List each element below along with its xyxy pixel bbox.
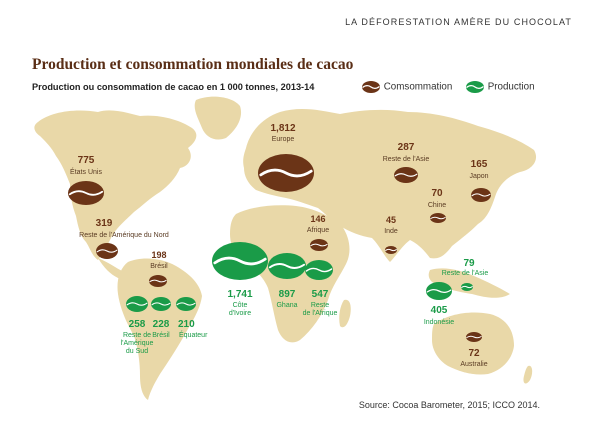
- name-reste-asie-prod: Reste de l'Asie: [442, 270, 489, 277]
- bean-brown-icon: [362, 81, 380, 93]
- name-chine: Chine: [428, 202, 446, 209]
- name-reste-asie-cons: Reste de l'Asie: [383, 156, 430, 163]
- source: Source: Cocoa Barometer, 2015; ICCO 2014…: [358, 400, 540, 410]
- value-indonesie: 405: [431, 305, 448, 316]
- name-indonesie: Indonésie: [424, 319, 454, 326]
- value-australie: 72: [468, 348, 480, 359]
- value-cote-ivoire: 1,741: [227, 289, 252, 300]
- value-reste-afrique: 547: [312, 289, 329, 300]
- value-reste-amerique-nord: 319: [96, 218, 113, 229]
- value-bresil-cons: 198: [151, 250, 166, 260]
- name-reste-amerique-sud: Reste de l'Amérique du Sud: [121, 332, 154, 355]
- land-north-america: [34, 110, 197, 261]
- legend-consumption: Comsommation: [361, 80, 452, 94]
- value-bresil-prod: 228: [153, 319, 170, 330]
- legend-production: Production: [465, 80, 535, 94]
- bean-reste-afrique: [305, 260, 333, 280]
- header: LA DÉFORESTATION AMÈRE DU CHOCOLAT: [345, 17, 572, 27]
- bean-cote-ivoire: [212, 242, 268, 280]
- value-ghana: 897: [279, 289, 296, 300]
- title: Production et consommation mondiales de …: [32, 56, 354, 73]
- name-ghana: Ghana: [276, 302, 297, 309]
- name-equateur: Équateur: [179, 330, 208, 339]
- name-japon: Japon: [469, 173, 488, 180]
- bean-bresil-prod: [151, 297, 171, 311]
- value-reste-amerique-sud: 258: [129, 319, 146, 330]
- bean-japon: [471, 188, 491, 202]
- beans-layer: [68, 154, 491, 342]
- land-madagascar: [339, 299, 351, 328]
- bean-chine: [430, 213, 446, 223]
- land-australia: [432, 312, 514, 375]
- bean-indonesie: [426, 282, 452, 300]
- value-reste-asie-cons: 287: [398, 142, 415, 153]
- bean-green-icon: [466, 81, 484, 93]
- bean-etats-unis: [68, 181, 104, 205]
- name-europe: Europe: [272, 136, 295, 143]
- name-reste-amerique-nord: Reste de l'Amérique du Nord: [79, 232, 169, 239]
- land-eurasia: [243, 108, 537, 262]
- legend-production-label: Production: [487, 81, 535, 93]
- bean-equateur: [176, 297, 196, 311]
- land-sea-islands: [428, 268, 510, 298]
- value-japon: 165: [471, 159, 488, 170]
- bean-inde: [385, 246, 397, 254]
- value-europe: 1,812: [270, 123, 295, 134]
- land-south-america: [117, 258, 202, 400]
- land-new-zealand: [523, 365, 533, 384]
- bean-reste-asie-prod: [461, 283, 473, 291]
- name-cote-ivoire: Côte d'Ivoire: [229, 302, 251, 317]
- value-etats-unis: 775: [78, 155, 95, 166]
- bean-bresil-cons: [149, 275, 167, 287]
- name-bresil-prod: Brésil: [152, 332, 170, 339]
- value-chine: 70: [431, 188, 443, 199]
- bean-reste-asie-cons: [394, 167, 418, 183]
- value-reste-asie-prod: 79: [463, 258, 475, 269]
- subtitle: Production ou consommation de cacao en 1…: [32, 82, 315, 92]
- legend-consumption-label: Comsommation: [383, 81, 453, 93]
- bean-afrique: [310, 239, 328, 251]
- land-greenland: [194, 96, 242, 140]
- bean-ghana: [268, 253, 306, 279]
- value-equateur: 210: [178, 319, 195, 330]
- bean-reste-amerique-sud: [126, 296, 148, 312]
- name-australie: Australie: [460, 361, 487, 368]
- bean-reste-amerique-nord: [96, 243, 118, 259]
- value-afrique: 146: [310, 214, 325, 224]
- bean-australie: [466, 332, 482, 342]
- bean-europe: [258, 154, 314, 192]
- name-afrique: Afrique: [307, 227, 329, 234]
- value-inde: 45: [386, 215, 396, 225]
- name-reste-afrique: Reste de l'Afrique: [303, 302, 338, 317]
- name-inde: Inde: [384, 228, 398, 235]
- name-bresil-cons: Brésil: [150, 263, 168, 270]
- name-etats-unis: États Unis: [70, 167, 102, 176]
